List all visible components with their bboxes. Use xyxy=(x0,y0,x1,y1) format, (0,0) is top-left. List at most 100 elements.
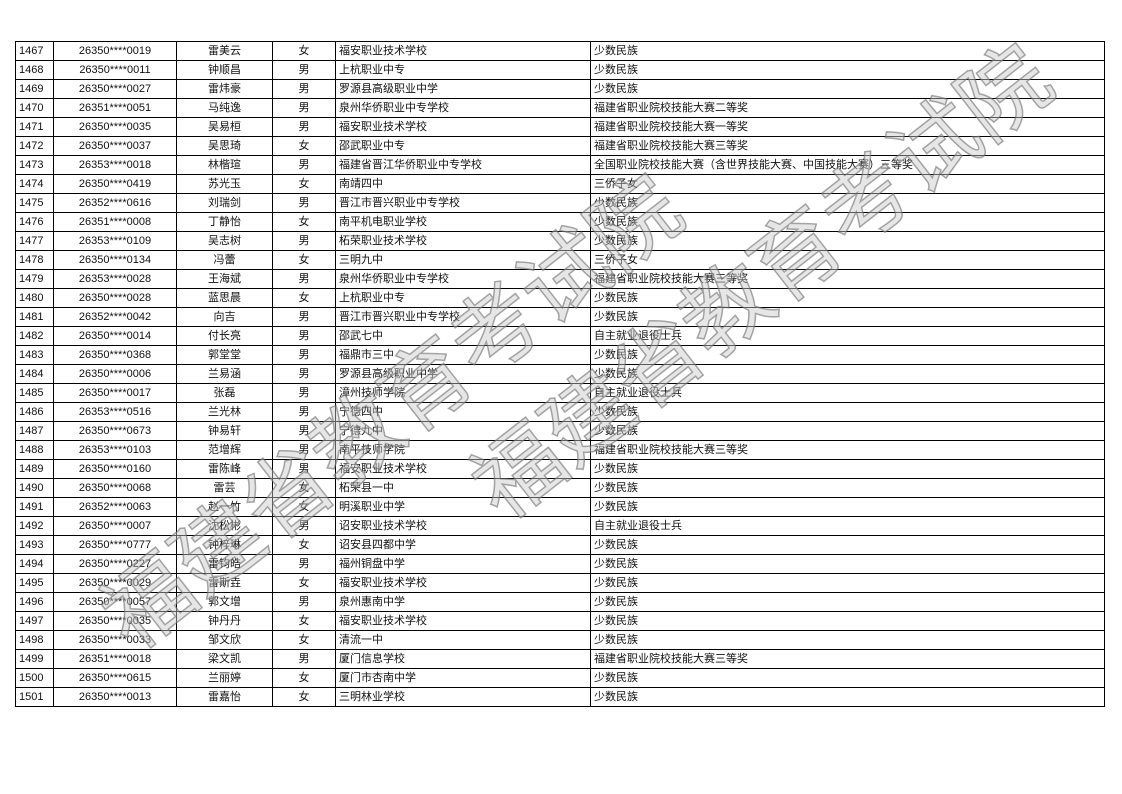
gender-cell: 女 xyxy=(272,41,336,61)
student-name-cell: 雷芸 xyxy=(176,478,273,498)
row-number-cell: 1501 xyxy=(15,687,54,707)
gender-cell: 男 xyxy=(272,117,336,137)
student-name-cell: 钟丹丹 xyxy=(176,611,273,631)
school-cell: 泉州华侨职业中专学校 xyxy=(335,269,591,289)
bonus-category-cell: 少数民族 xyxy=(590,364,1105,384)
row-number-cell: 1488 xyxy=(15,440,54,460)
school-cell: 晋江市晋兴职业中专学校 xyxy=(335,307,591,327)
bonus-category-cell: 全国职业院校技能大赛（含世界技能大赛、中国技能大赛）三等奖 xyxy=(590,155,1105,175)
gender-cell: 女 xyxy=(272,212,336,232)
exam-number-cell: 26350****0007 xyxy=(53,516,177,536)
row-number-cell: 1479 xyxy=(15,269,54,289)
table-row: 1493 26350****0777 钟梓琳女诏安县四都中学 少数民族 xyxy=(15,535,1105,555)
student-name-cell: 吴志树 xyxy=(176,231,273,251)
bonus-category-cell: 少数民族 xyxy=(590,687,1105,707)
exam-number-cell: 26353****0103 xyxy=(53,440,177,460)
school-cell: 泉州华侨职业中专学校 xyxy=(335,98,591,118)
bonus-category-cell: 少数民族 xyxy=(590,497,1105,517)
table-body: 1467 26350****0019 雷美云女福安职业技术学校 少数民族 1468 263… xyxy=(15,41,1105,707)
student-name-cell: 钟梓琳 xyxy=(176,535,273,555)
student-name-cell: 兰易涵 xyxy=(176,364,273,384)
school-cell: 罗源县高级职业中学 xyxy=(335,79,591,99)
school-cell: 福鼎市三中 xyxy=(335,345,591,365)
school-cell: 福安职业技术学校 xyxy=(335,41,591,61)
table-row: 1471 26350****0035 吴易桓男福安职业技术学校 福建省职业院校技能大赛… xyxy=(15,117,1105,137)
bonus-category-cell: 少数民族 xyxy=(590,611,1105,631)
bonus-category-cell: 少数民族 xyxy=(590,573,1105,593)
gender-cell: 男 xyxy=(272,98,336,118)
student-name-cell: 雷钧皓 xyxy=(176,554,273,574)
exam-number-cell: 26350****0057 xyxy=(53,592,177,612)
bonus-category-cell: 福建省职业院校技能大赛一等奖 xyxy=(590,117,1105,137)
table-row: 1469 26350****0027 雷炜豪男罗源县高级职业中学 少数民族 xyxy=(15,79,1105,99)
bonus-category-cell: 自主就业退役士兵 xyxy=(590,383,1105,403)
gender-cell: 男 xyxy=(272,231,336,251)
gender-cell: 女 xyxy=(272,687,336,707)
student-name-cell: 马纯逸 xyxy=(176,98,273,118)
table-row: 1467 26350****0019 雷美云女福安职业技术学校 少数民族 xyxy=(15,41,1105,61)
row-number-cell: 1478 xyxy=(15,250,54,270)
bonus-category-cell: 少数民族 xyxy=(590,345,1105,365)
bonus-category-cell: 少数民族 xyxy=(590,554,1105,574)
bonus-category-cell: 三侨子女 xyxy=(590,174,1105,194)
row-number-cell: 1499 xyxy=(15,649,54,669)
exam-number-cell: 26353****0028 xyxy=(53,269,177,289)
bonus-category-cell: 少数民族 xyxy=(590,478,1105,498)
row-number-cell: 1469 xyxy=(15,79,54,99)
table-row: 1501 26350****0013 雷嘉怡女三明林业学校 少数民族 xyxy=(15,687,1105,707)
row-number-cell: 1489 xyxy=(15,459,54,479)
school-cell: 柘荣县一中 xyxy=(335,478,591,498)
bonus-category-cell: 少数民族 xyxy=(590,288,1105,308)
row-number-cell: 1486 xyxy=(15,402,54,422)
gender-cell: 女 xyxy=(272,478,336,498)
school-cell: 明溪职业中学 xyxy=(335,497,591,517)
student-name-cell: 赵一竹 xyxy=(176,497,273,517)
table-row: 1491 26352****0063 赵一竹女明溪职业中学 少数民族 xyxy=(15,497,1105,517)
school-cell: 福安职业技术学校 xyxy=(335,611,591,631)
table-row: 1492 26350****0007 沈松彬男诏安职业技术学校 自主就业退役士兵 xyxy=(15,516,1105,536)
school-cell: 晋江市晋兴职业中专学校 xyxy=(335,193,591,213)
student-name-cell: 丁静怡 xyxy=(176,212,273,232)
school-cell: 三明九中 xyxy=(335,250,591,270)
bonus-category-cell: 福建省职业院校技能大赛三等奖 xyxy=(590,269,1105,289)
table-row: 1495 26350****0029 雷斯垚女福安职业技术学校 少数民族 xyxy=(15,573,1105,593)
row-number-cell: 1490 xyxy=(15,478,54,498)
bonus-category-cell: 少数民族 xyxy=(590,41,1105,61)
student-name-cell: 雷陈峰 xyxy=(176,459,273,479)
school-cell: 宁德四中 xyxy=(335,402,591,422)
school-cell: 厦门市杏南中学 xyxy=(335,668,591,688)
student-name-cell: 苏光玉 xyxy=(176,174,273,194)
bonus-category-cell: 少数民族 xyxy=(590,212,1105,232)
school-cell: 南靖四中 xyxy=(335,174,591,194)
exam-number-cell: 26353****0516 xyxy=(53,402,177,422)
table-row: 1473 26353****0018 林楷瑄男福建省晋江华侨职业中专学校 全国职业院校… xyxy=(15,155,1105,175)
gender-cell: 男 xyxy=(272,516,336,536)
exam-number-cell: 26350****0033 xyxy=(53,630,177,650)
bonus-category-cell: 少数民族 xyxy=(590,231,1105,251)
row-number-cell: 1491 xyxy=(15,497,54,517)
gender-cell: 男 xyxy=(272,269,336,289)
student-name-cell: 刘瑞剑 xyxy=(176,193,273,213)
exam-number-cell: 26352****0042 xyxy=(53,307,177,327)
table-row: 1476 26351****0008 丁静怡女南平机电职业学校 少数民族 xyxy=(15,212,1105,232)
table-row: 1498 26350****0033 邹文欣女清流一中 少数民族 xyxy=(15,630,1105,650)
exam-number-cell: 26350****0035 xyxy=(53,117,177,137)
bonus-category-cell: 少数民族 xyxy=(590,459,1105,479)
row-number-cell: 1496 xyxy=(15,592,54,612)
row-number-cell: 1470 xyxy=(15,98,54,118)
student-name-cell: 雷嘉怡 xyxy=(176,687,273,707)
gender-cell: 女 xyxy=(272,630,336,650)
school-cell: 福安职业技术学校 xyxy=(335,573,591,593)
row-number-cell: 1492 xyxy=(15,516,54,536)
row-number-cell: 1480 xyxy=(15,288,54,308)
bonus-category-cell: 自主就业退役士兵 xyxy=(590,516,1105,536)
table-row: 1472 26350****0037 吴思琦女邵武职业中专 福建省职业院校技能大赛三等… xyxy=(15,136,1105,156)
table-row: 1480 26350****0028 蓝思晨女上杭职业中专 少数民族 xyxy=(15,288,1105,308)
row-number-cell: 1485 xyxy=(15,383,54,403)
table-row: 1489 26350****0160 雷陈峰男福安职业技术学校 少数民族 xyxy=(15,459,1105,479)
gender-cell: 男 xyxy=(272,554,336,574)
table-row: 1486 26353****0516 兰光林男宁德四中 少数民族 xyxy=(15,402,1105,422)
gender-cell: 女 xyxy=(272,573,336,593)
bonus-category-cell: 少数民族 xyxy=(590,535,1105,555)
row-number-cell: 1471 xyxy=(15,117,54,137)
